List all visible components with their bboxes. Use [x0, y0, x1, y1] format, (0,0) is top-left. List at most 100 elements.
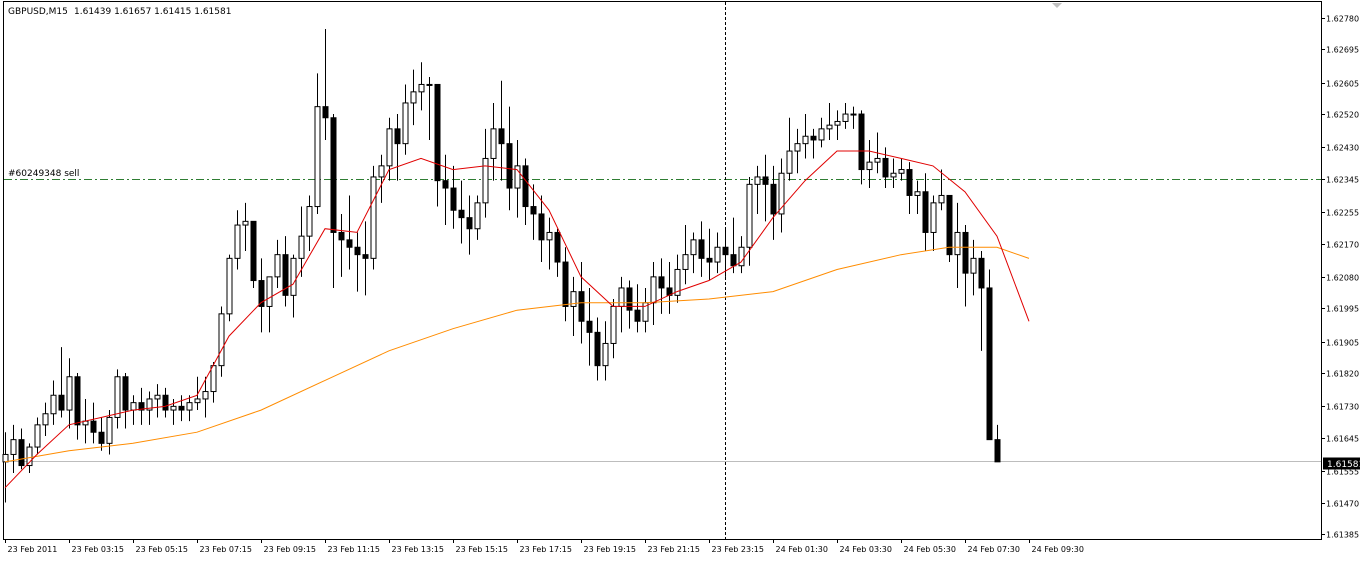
candle[interactable] — [354, 232, 361, 292]
candle[interactable] — [306, 195, 313, 251]
candle[interactable] — [394, 114, 401, 181]
candle[interactable] — [794, 128, 801, 174]
candle[interactable] — [482, 128, 489, 218]
candle[interactable] — [842, 102, 849, 129]
candle[interactable] — [674, 254, 681, 303]
candle[interactable] — [954, 202, 961, 288]
candle[interactable] — [218, 306, 225, 377]
candle[interactable] — [226, 254, 233, 322]
candle[interactable] — [250, 220, 257, 288]
candle[interactable] — [106, 410, 113, 455]
candle[interactable] — [186, 395, 193, 422]
candle[interactable] — [994, 424, 1001, 463]
candle[interactable] — [850, 106, 857, 129]
candle[interactable] — [298, 206, 305, 277]
candle[interactable] — [722, 228, 729, 277]
candle[interactable] — [386, 117, 393, 181]
candle[interactable] — [514, 139, 521, 218]
candle[interactable] — [770, 165, 777, 240]
candle[interactable] — [274, 239, 281, 288]
candle[interactable] — [714, 232, 721, 274]
candle[interactable] — [922, 173, 929, 251]
candle[interactable] — [538, 195, 545, 263]
candle[interactable] — [178, 395, 185, 422]
candle[interactable] — [986, 269, 993, 441]
candle[interactable] — [570, 276, 577, 337]
candle[interactable] — [626, 280, 633, 329]
candle[interactable] — [434, 83, 441, 207]
candle[interactable] — [506, 106, 513, 211]
candle[interactable] — [282, 236, 289, 307]
candle[interactable] — [34, 417, 41, 455]
candle[interactable] — [898, 158, 905, 181]
candle[interactable] — [418, 62, 425, 111]
candle[interactable] — [970, 239, 977, 296]
price-axis[interactable]: 1.62780 1.62695 1.62605 1.62520 1.62430 1.623… — [1321, 15, 1359, 540]
candle[interactable] — [370, 165, 377, 270]
candle[interactable] — [242, 202, 249, 251]
candle[interactable] — [914, 180, 921, 214]
candle[interactable] — [90, 402, 97, 444]
candle[interactable] — [882, 147, 889, 189]
candle[interactable] — [10, 424, 17, 473]
candle[interactable] — [410, 69, 417, 126]
candle[interactable] — [490, 102, 497, 181]
candle[interactable] — [66, 358, 73, 429]
candle[interactable] — [754, 165, 761, 214]
candle[interactable] — [866, 139, 873, 189]
candle[interactable] — [290, 254, 297, 318]
candle[interactable] — [562, 247, 569, 322]
candle[interactable] — [834, 110, 841, 140]
candle[interactable] — [706, 228, 713, 281]
candle[interactable] — [938, 169, 945, 211]
scroll-marker-icon[interactable] — [1052, 3, 1062, 8]
candle[interactable] — [122, 373, 129, 429]
candle[interactable] — [330, 114, 337, 288]
candle[interactable] — [698, 221, 705, 277]
candle[interactable] — [946, 194, 953, 263]
candle[interactable] — [682, 225, 689, 285]
candle[interactable] — [138, 387, 145, 425]
candle[interactable] — [530, 184, 537, 240]
candle[interactable] — [338, 213, 345, 277]
candle[interactable] — [426, 77, 433, 140]
candle[interactable] — [586, 287, 593, 366]
candle[interactable] — [978, 250, 985, 351]
candle[interactable] — [594, 317, 601, 381]
candle[interactable] — [58, 347, 65, 418]
candle[interactable] — [202, 376, 209, 418]
candle[interactable] — [730, 217, 737, 274]
candle[interactable] — [810, 128, 817, 159]
candle[interactable] — [818, 117, 825, 148]
candle[interactable] — [314, 73, 321, 214]
candle[interactable] — [98, 417, 105, 451]
candle[interactable] — [498, 80, 505, 181]
candle[interactable] — [962, 225, 969, 307]
candle[interactable] — [786, 117, 793, 181]
candle[interactable] — [266, 276, 273, 333]
candle[interactable] — [602, 321, 609, 381]
candle[interactable] — [738, 236, 745, 274]
candle[interactable] — [154, 384, 161, 418]
candles[interactable] — [2, 28, 1001, 503]
candle[interactable] — [762, 154, 769, 222]
candle[interactable] — [930, 195, 937, 251]
candle[interactable] — [458, 180, 465, 244]
candle[interactable] — [322, 28, 329, 140]
candle[interactable] — [906, 162, 913, 214]
candle[interactable] — [474, 195, 481, 240]
candle[interactable] — [690, 232, 697, 274]
candle[interactable] — [802, 114, 809, 159]
candle[interactable] — [634, 284, 641, 333]
candle[interactable] — [50, 380, 57, 425]
candle[interactable] — [258, 258, 265, 333]
time-axis[interactable]: 23 Feb 2011 23 Feb 03:15 23 Feb 05:15 23 Fe… — [5, 539, 1084, 554]
candle[interactable] — [778, 158, 785, 233]
candle[interactable] — [74, 373, 81, 440]
candle[interactable] — [18, 428, 25, 470]
candle[interactable] — [554, 228, 561, 277]
candle[interactable] — [522, 158, 529, 226]
candle[interactable] — [42, 402, 49, 436]
